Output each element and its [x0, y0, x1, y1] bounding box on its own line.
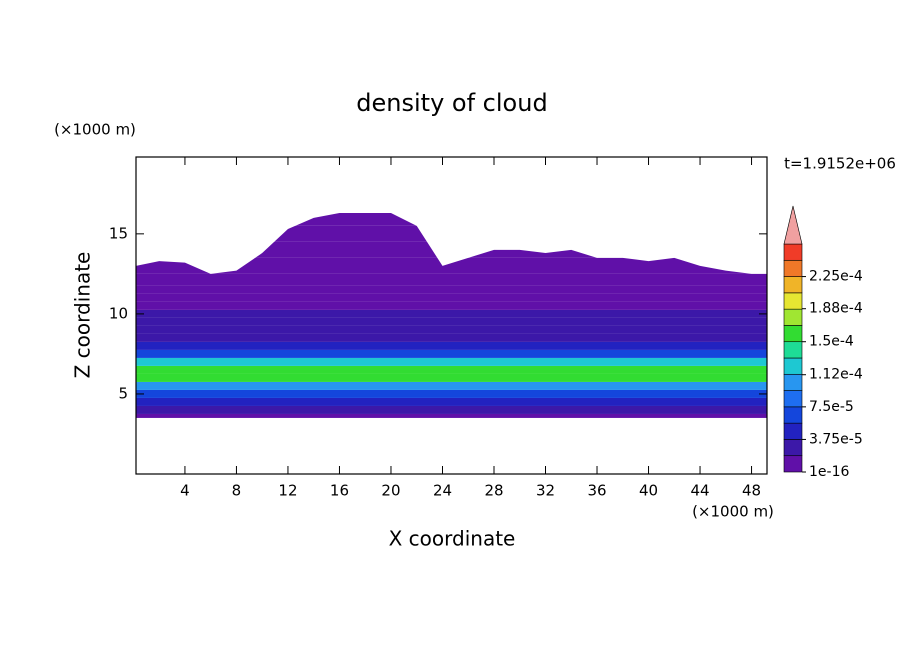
- colorbar-label: 2.25e-4: [809, 269, 863, 285]
- y-axis-label: Z coordinate: [71, 252, 95, 379]
- density-band: [136, 317, 767, 326]
- colorbar-box: [783, 308, 803, 326]
- density-band: [136, 357, 767, 366]
- colorbar-box: [783, 276, 803, 294]
- plot-frame: [135, 156, 768, 475]
- x-tick-label: 44: [690, 482, 709, 500]
- density-band: [136, 381, 767, 390]
- colorbar-box: [783, 357, 803, 375]
- x-tick-label: 48: [742, 482, 761, 500]
- x-tick-label: 28: [484, 482, 503, 500]
- density-band: [136, 397, 767, 406]
- colorbar-label: 3.75e-5: [809, 431, 863, 447]
- x-unit: (×1000 m): [692, 503, 774, 521]
- colorbar-triangle: [783, 205, 803, 245]
- density-band: [136, 257, 767, 274]
- x-tick-label: 24: [433, 482, 452, 500]
- chart-title: density of cloud: [356, 89, 547, 117]
- time-annotation: t=1.9152e+06: [784, 155, 896, 173]
- density-band: [136, 273, 767, 286]
- colorbar-box: [783, 243, 803, 261]
- colorbar-box: [783, 259, 803, 277]
- density-band: [136, 285, 767, 294]
- colorbar-box: [783, 422, 803, 440]
- x-axis-label: X coordinate: [389, 527, 516, 551]
- colorbar-box: [783, 292, 803, 310]
- x-tick-label: 20: [381, 482, 400, 500]
- cloud-base: [136, 417, 767, 474]
- colorbar-box: [783, 373, 803, 391]
- density-band: [136, 309, 767, 318]
- x-tick-label: 8: [232, 482, 242, 500]
- colorbar-label: 7.5e-5: [809, 399, 854, 415]
- colorbar-label: 1e-16: [809, 464, 849, 480]
- colorbar-box: [783, 455, 803, 473]
- x-tick-label: 12: [278, 482, 297, 500]
- density-band: [136, 341, 767, 350]
- colorbar-box: [783, 390, 803, 408]
- density-band: [136, 349, 767, 358]
- x-tick-label: 32: [536, 482, 555, 500]
- density-band: [136, 365, 767, 374]
- colorbar-label: 1.5e-4: [809, 334, 854, 350]
- density-band: [136, 301, 767, 310]
- x-tick-label: 36: [587, 482, 606, 500]
- colorbar-box: [783, 325, 803, 343]
- density-band: [136, 293, 767, 302]
- field: [136, 157, 767, 474]
- density-band: [136, 389, 767, 398]
- density-band: [136, 333, 767, 342]
- colorbar-box: [783, 406, 803, 424]
- colorbar-label: 1.88e-4: [809, 301, 863, 317]
- y-tick-label: 15: [109, 224, 128, 242]
- colorbar-label: 1.12e-4: [809, 367, 863, 383]
- y-unit: (×1000 m): [54, 121, 136, 139]
- density-band: [136, 325, 767, 334]
- density-band: [136, 413, 767, 418]
- cloud-top: [136, 157, 767, 274]
- x-tick-label: 4: [180, 482, 190, 500]
- density-band: [136, 373, 767, 382]
- y-tick-label: 10: [109, 304, 128, 322]
- density-band: [136, 405, 767, 414]
- x-tick-label: 40: [639, 482, 658, 500]
- y-tick-label: 5: [118, 384, 128, 402]
- x-tick-label: 16: [330, 482, 349, 500]
- colorbar-box: [783, 341, 803, 359]
- colorbar-box: [783, 439, 803, 457]
